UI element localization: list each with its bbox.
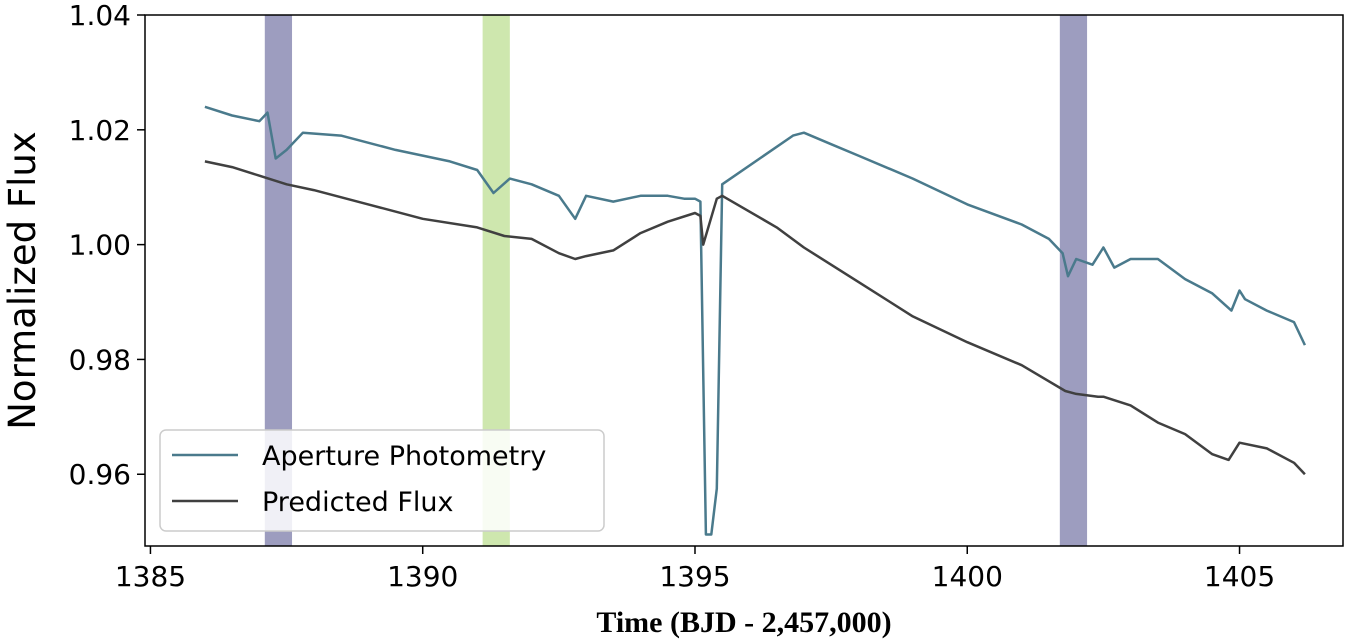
y-axis-label: Normalized Flux [1,131,44,430]
y-axis: 0.96 0.98 1.00 1.02 1.04 [69,0,145,491]
x-tick-label: 1385 [115,560,186,593]
x-axis: 1385 1390 1395 1400 1405 [115,546,1275,593]
legend: Aperture Photometry Predicted Flux [159,429,605,532]
legend-box [159,429,605,532]
legend-label-aperture-photometry: Aperture Photometry [262,441,546,472]
highlight-band-3 [1059,15,1088,546]
x-tick-label: 1390 [387,560,458,593]
y-tick-label: 1.02 [69,114,131,147]
y-tick-label: 0.98 [69,343,131,376]
y-tick-label: 1.00 [69,229,131,262]
x-tick-label: 1405 [1204,560,1275,593]
highlight-bands [264,15,1088,546]
y-tick-label: 1.04 [69,0,131,32]
series-line-predicted-flux [204,160,1306,476]
x-axis-label: Time (BJD - 2,457,000) [596,606,891,639]
legend-label-predicted-flux: Predicted Flux [262,487,453,518]
y-tick-label: 0.96 [69,458,131,491]
x-tick-label: 1400 [932,560,1003,593]
series-lines [204,105,1307,536]
plot-frame [144,14,1344,547]
x-tick-label: 1395 [659,560,730,593]
series-line-aperture-photometry [204,105,1307,536]
